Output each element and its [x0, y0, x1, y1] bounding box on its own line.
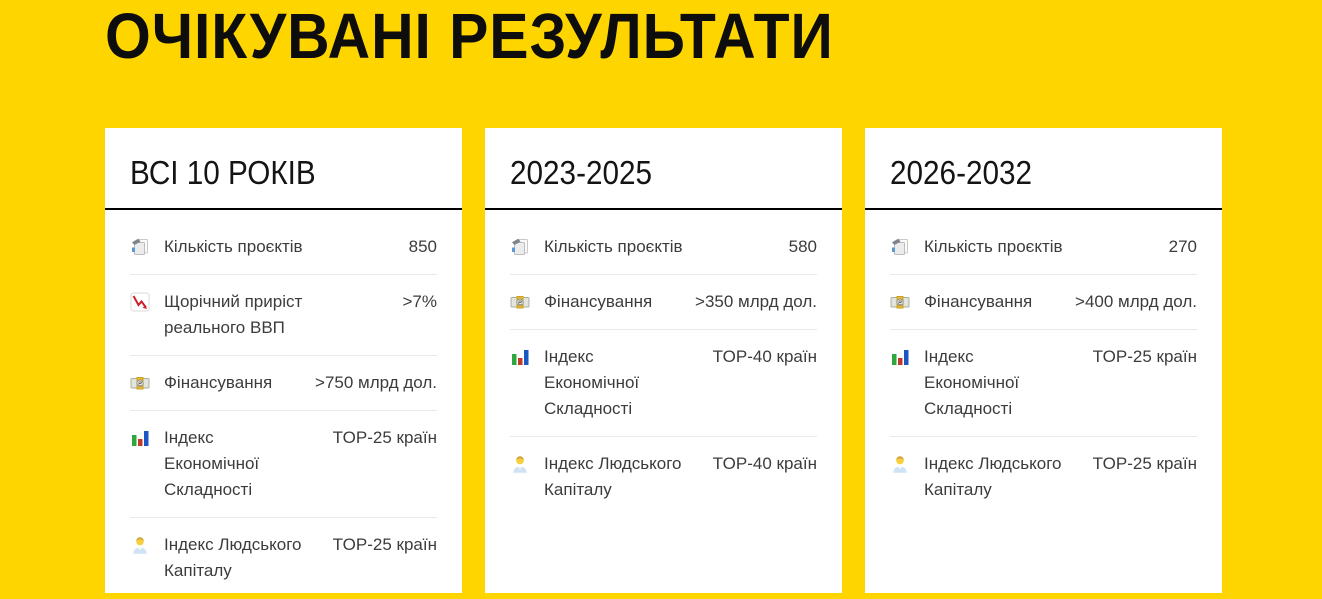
metric-row-financing: Фінансування >350 млрд дол. — [510, 275, 817, 330]
metric-label: Кількість проєктів — [924, 237, 1063, 256]
chart-decreasing-icon — [130, 292, 150, 312]
metric-row-gdp-growth: Щорічний приріст реального ВВП >7% — [130, 275, 437, 356]
bar-chart-icon — [510, 347, 530, 367]
metric-value: 270 — [1168, 237, 1197, 256]
metric-value: TOP-25 країн — [1092, 347, 1197, 366]
metric-value: >7% — [402, 292, 438, 311]
bar-chart-icon — [130, 428, 150, 448]
metric-label: Фінансування — [924, 292, 1033, 311]
metric-row-project-count: Кількість проєктів 580 — [510, 220, 817, 275]
metric-value: TOP-40 країн — [712, 454, 817, 473]
card-title: 2023-2025 — [510, 154, 653, 191]
card-body: Кількість проєктів 850 Щорічний приріст … — [105, 210, 462, 593]
page-title-text: ОЧІКУВАНІ РЕЗУЛЬТАТИ — [105, 0, 834, 72]
card-body: Кількість проєктів 270 Фінансування >400… — [865, 210, 1222, 517]
metric-row-project-count: Кількість проєктів 850 — [130, 220, 437, 275]
office-worker-icon — [510, 454, 530, 474]
metric-label: Щорічний приріст реального ВВП — [164, 292, 303, 337]
metric-value: TOP-25 країн — [332, 428, 437, 447]
card-2023-2025: 2023-2025 Кількість проєктів 580 Фінансу… — [485, 128, 842, 593]
banknote-icon — [890, 292, 910, 312]
metric-row-project-count: Кількість проєктів 270 — [890, 220, 1197, 275]
metric-label: Кількість проєктів — [164, 237, 303, 256]
metric-value: >750 млрд дол. — [315, 373, 437, 392]
metric-value: TOP-40 країн — [712, 347, 817, 366]
banknote-icon — [130, 373, 150, 393]
metric-label: Індекс Економічної Складності — [544, 347, 640, 418]
metric-value: TOP-25 країн — [332, 535, 437, 554]
metric-label: Кількість проєктів — [544, 237, 683, 256]
metric-row-economic-complexity: Індекс Економічної Складності TOP-25 кра… — [890, 330, 1197, 437]
metric-label: Фінансування — [544, 292, 653, 311]
metric-row-economic-complexity: Індекс Економічної Складності TOP-40 кра… — [510, 330, 817, 437]
metric-value: >400 млрд дол. — [1075, 292, 1197, 311]
metric-row-human-capital: Індекс Людського Капіталу TOP-40 країн — [510, 437, 817, 517]
document-stack-icon — [890, 237, 910, 257]
card-title: ВСІ 10 РОКІВ — [130, 154, 316, 191]
document-stack-icon — [130, 237, 150, 257]
bar-chart-icon — [890, 347, 910, 367]
results-cards: ВСІ 10 РОКІВ Кількість проєктів 850 Щорі… — [105, 128, 1222, 593]
metric-label: Індекс Економічної Складності — [924, 347, 1020, 418]
metric-row-economic-complexity: Індекс Економічної Складності TOP-25 кра… — [130, 411, 437, 518]
page-title: ОЧІКУВАНІ РЕЗУЛЬТАТИ — [105, 0, 1222, 72]
card-header: ВСІ 10 РОКІВ — [105, 128, 462, 210]
metric-label: Індекс Людського Капіталу — [164, 535, 302, 580]
banknote-icon — [510, 292, 530, 312]
metric-label: Індекс Економічної Складності — [164, 428, 260, 499]
document-stack-icon — [510, 237, 530, 257]
metric-value: 850 — [408, 237, 437, 256]
metric-value: 580 — [788, 237, 817, 256]
office-worker-icon — [130, 535, 150, 555]
metric-label: Індекс Людського Капіталу — [544, 454, 682, 499]
metric-label: Фінансування — [164, 373, 273, 392]
card-all-10-years: ВСІ 10 РОКІВ Кількість проєктів 850 Щорі… — [105, 128, 462, 593]
metric-row-human-capital: Індекс Людського Капіталу TOP-25 країн — [890, 437, 1197, 517]
metric-row-financing: Фінансування >750 млрд дол. — [130, 356, 437, 411]
metric-value: >350 млрд дол. — [695, 292, 817, 311]
metric-row-human-capital: Індекс Людського Капіталу TOP-25 країн — [130, 518, 437, 593]
card-header: 2023-2025 — [485, 128, 842, 210]
card-2026-2032: 2026-2032 Кількість проєктів 270 Фінансу… — [865, 128, 1222, 593]
metric-row-financing: Фінансування >400 млрд дол. — [890, 275, 1197, 330]
metric-value: TOP-25 країн — [1092, 454, 1197, 473]
card-title: 2026-2032 — [890, 154, 1033, 191]
metric-label: Індекс Людського Капіталу — [924, 454, 1062, 499]
card-body: Кількість проєктів 580 Фінансування >350… — [485, 210, 842, 517]
card-header: 2026-2032 — [865, 128, 1222, 210]
office-worker-icon — [890, 454, 910, 474]
